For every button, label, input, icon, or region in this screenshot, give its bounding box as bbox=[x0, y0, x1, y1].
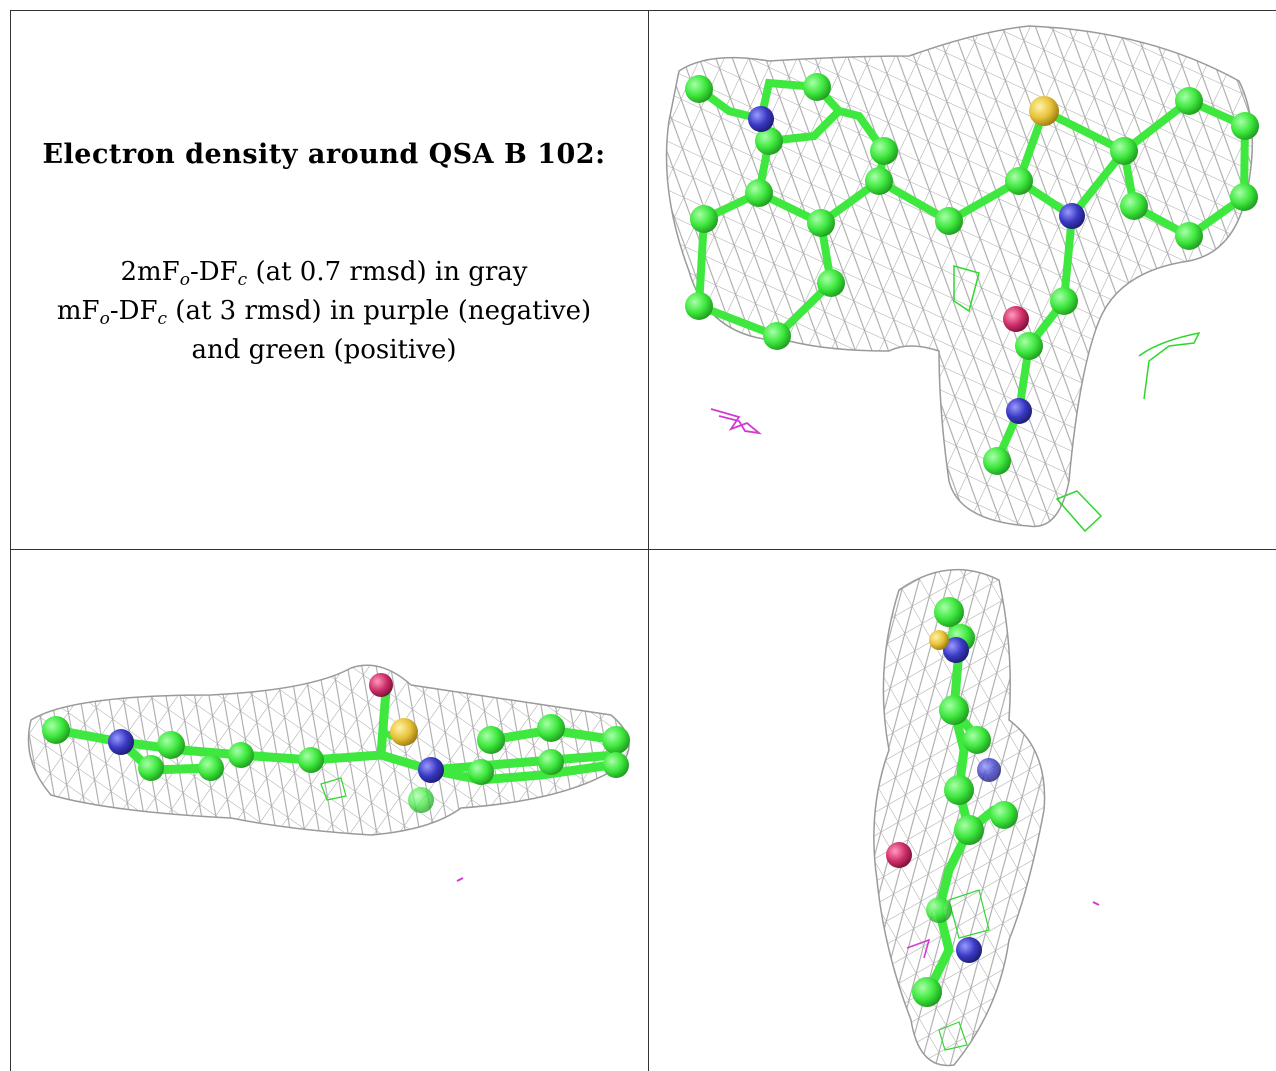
carbon-atom bbox=[870, 137, 898, 165]
carbon-atom bbox=[912, 977, 942, 1007]
atoms bbox=[886, 597, 1018, 1007]
carbon-atom bbox=[690, 205, 718, 233]
carbon-atom bbox=[963, 726, 991, 754]
carbon-atom bbox=[745, 179, 773, 207]
figure-title: Electron density around QSA B 102: bbox=[42, 139, 606, 170]
nitrogen-atom bbox=[748, 106, 774, 132]
carbon-atom bbox=[935, 207, 963, 235]
carbon-atom bbox=[1120, 192, 1148, 220]
sulfur-atom bbox=[390, 718, 418, 746]
border-top bbox=[10, 10, 1276, 11]
carbon-atom bbox=[138, 755, 164, 781]
nitrogen-atom bbox=[943, 637, 969, 663]
carbon-atom bbox=[468, 759, 494, 785]
density-positive-blob bbox=[1055, 490, 1103, 533]
legend-line-2mfo: 2mFo-DFc (at 0.7 rmsd) in gray bbox=[120, 257, 528, 290]
carbon-atom bbox=[157, 731, 185, 759]
density-positive-blob bbox=[938, 1021, 968, 1051]
divider-horizontal bbox=[10, 549, 1276, 550]
figure-legend: 2mFo-DFc (at 0.7 rmsd) in gray mFo-DFc (… bbox=[11, 253, 648, 370]
carbon-atom bbox=[1230, 183, 1258, 211]
carbon-atom bbox=[298, 747, 324, 773]
density-mesh-gray bbox=[665, 25, 1254, 528]
carbon-atom bbox=[603, 752, 629, 778]
carbon-atom bbox=[763, 322, 791, 350]
oxygen-atom bbox=[369, 673, 393, 697]
carbon-atom bbox=[537, 714, 565, 742]
carbon-atom bbox=[954, 815, 984, 845]
carbon-atom bbox=[817, 269, 845, 297]
view-top-right bbox=[649, 11, 1276, 549]
density-negative-blob bbox=[1092, 901, 1100, 906]
carbon-atom bbox=[803, 73, 831, 101]
carbon-atom bbox=[1110, 137, 1138, 165]
oxygen-atom bbox=[886, 842, 912, 868]
carbon-atom bbox=[685, 75, 713, 103]
molecule-end-view-svg bbox=[873, 568, 1100, 1067]
sulfur-atom bbox=[929, 630, 949, 650]
nitrogen-atom bbox=[1006, 398, 1032, 424]
nitrogen-atom bbox=[956, 937, 982, 963]
carbon-atom bbox=[198, 755, 224, 781]
carbon-atom bbox=[477, 726, 505, 754]
atoms bbox=[42, 673, 630, 813]
carbon-atom bbox=[1175, 222, 1203, 250]
divider-vertical bbox=[648, 10, 649, 1071]
atoms bbox=[685, 73, 1259, 475]
nitrogen-atom bbox=[418, 757, 444, 783]
carbon-atom bbox=[865, 167, 893, 195]
legend-line-green: and green (positive) bbox=[191, 335, 457, 365]
carbon-atom bbox=[1005, 167, 1033, 195]
carbon-atom bbox=[538, 749, 564, 775]
carbon-atom bbox=[408, 787, 434, 813]
sulfur-atom bbox=[1029, 96, 1059, 126]
carbon-atom bbox=[1231, 112, 1259, 140]
density-negative-blob bbox=[710, 408, 763, 435]
border-left bbox=[10, 10, 11, 1071]
view-bottom-left bbox=[11, 550, 648, 1071]
carbon-atom bbox=[934, 597, 964, 627]
carbon-atom bbox=[685, 292, 713, 320]
nitrogen-atom bbox=[977, 758, 1001, 782]
carbon-atom bbox=[990, 801, 1018, 829]
carbon-atom bbox=[944, 775, 974, 805]
carbon-atom bbox=[939, 695, 969, 725]
carbon-atom bbox=[926, 897, 952, 923]
carbon-atom bbox=[228, 742, 254, 768]
caption-cell: Electron density around QSA B 102: 2mFo-… bbox=[11, 11, 648, 549]
carbon-atom bbox=[755, 127, 783, 155]
density-positive-blob bbox=[948, 889, 990, 939]
carbon-atom bbox=[807, 209, 835, 237]
density-negative-blob bbox=[456, 877, 464, 882]
view-bottom-right bbox=[649, 550, 1276, 1071]
carbon-atom bbox=[1015, 332, 1043, 360]
density-positive-blob bbox=[953, 265, 980, 313]
carbon-atom bbox=[983, 447, 1011, 475]
carbon-atom bbox=[1175, 87, 1203, 115]
nitrogen-atom bbox=[1059, 203, 1085, 229]
density-negative-blob bbox=[906, 938, 931, 959]
carbon-atom bbox=[602, 726, 630, 754]
oxygen-atom bbox=[1003, 306, 1029, 332]
density-positive-blob bbox=[1138, 331, 1201, 400]
carbon-atom bbox=[1050, 287, 1078, 315]
density-mesh-gray bbox=[873, 568, 1046, 1067]
density-positive-blob bbox=[320, 777, 347, 801]
legend-line-mfo: mFo-DFc (at 3 rmsd) in purple (negative) bbox=[56, 296, 592, 329]
molecule-side-view-svg bbox=[27, 664, 630, 882]
molecule-top-view-svg bbox=[665, 25, 1259, 533]
carbon-atom bbox=[42, 716, 70, 744]
nitrogen-atom bbox=[108, 729, 134, 755]
